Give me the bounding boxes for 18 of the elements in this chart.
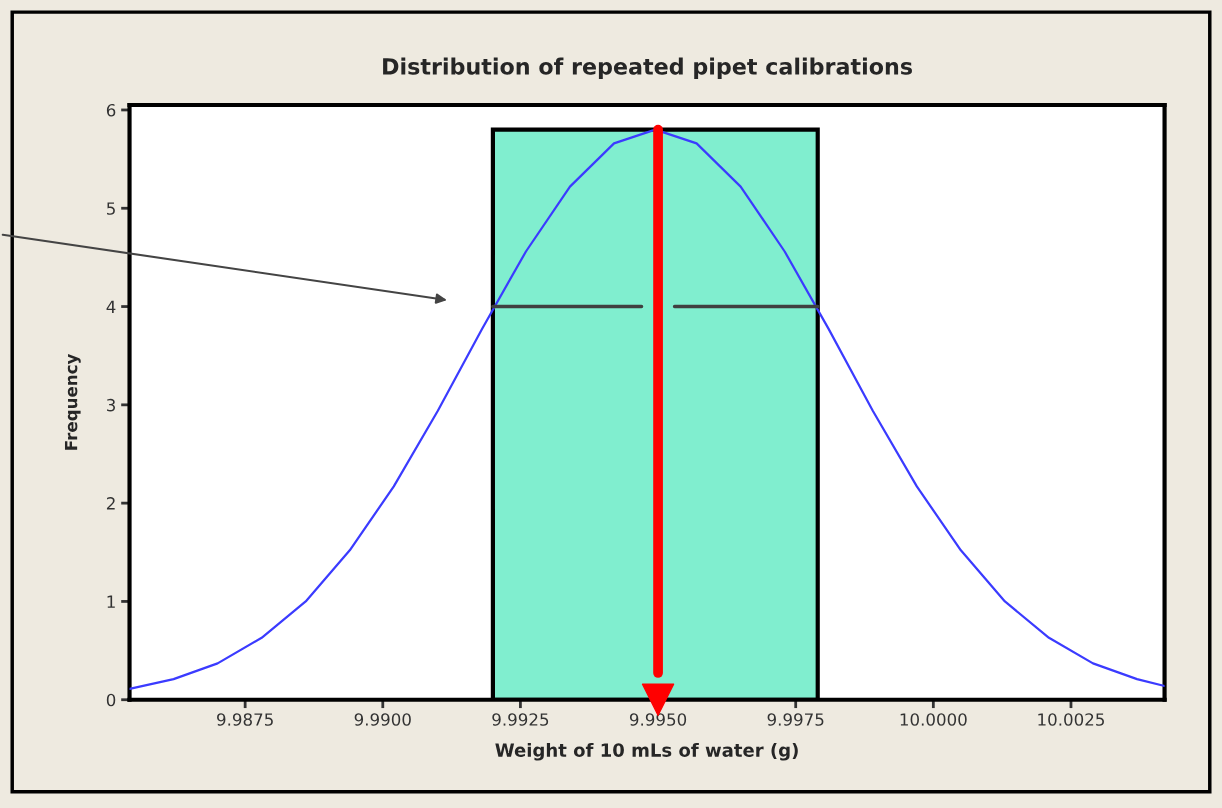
y-tick-label: 3 (107, 398, 115, 412)
x-tick-label: 10.0000 (900, 713, 967, 726)
x-tick-label: 10.0025 (1038, 713, 1104, 726)
y-tick-label: 0 (106, 693, 116, 707)
x-tick-label: 9.9875 (217, 713, 273, 726)
y-tick-label: 6 (106, 103, 116, 117)
x-axis-title: Weight of 10 mLs of water (g) (495, 742, 798, 761)
x-tick-label: 9.9900 (354, 713, 411, 726)
y-tick-label: 5 (107, 202, 115, 215)
x-tick-label: 9.9950 (629, 713, 687, 726)
x-tick-label: 9.9925 (492, 713, 549, 726)
y-tick-label: 1 (107, 595, 115, 608)
x-tick-label: 9.9975 (767, 713, 824, 726)
line-series (129, 128, 1165, 691)
y-tick-label: 2 (106, 497, 115, 510)
chart-title: Distribution of repeated pipet calibrations (383, 57, 912, 80)
y-axis-title: Frequency (64, 353, 81, 450)
y-tick-label: 4 (106, 300, 116, 313)
